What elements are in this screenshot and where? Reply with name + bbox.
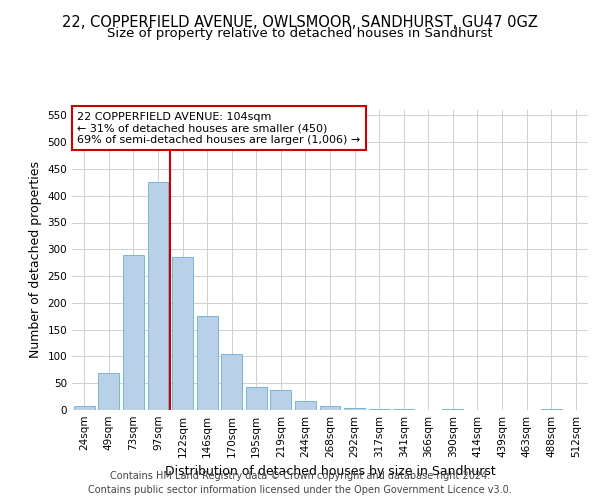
Bar bbox=[148, 182, 169, 410]
Bar bbox=[271, 390, 292, 410]
Text: Contains HM Land Registry data © Crown copyright and database right 2024.
Contai: Contains HM Land Registry data © Crown c… bbox=[88, 471, 512, 495]
Text: 22, COPPERFIELD AVENUE, OWLSMOOR, SANDHURST, GU47 0GZ: 22, COPPERFIELD AVENUE, OWLSMOOR, SANDHU… bbox=[62, 15, 538, 30]
Y-axis label: Number of detached properties: Number of detached properties bbox=[29, 162, 42, 358]
Text: Size of property relative to detached houses in Sandhurst: Size of property relative to detached ho… bbox=[107, 28, 493, 40]
Bar bbox=[295, 402, 316, 410]
Bar bbox=[123, 254, 144, 410]
Bar bbox=[221, 354, 242, 410]
Bar bbox=[344, 408, 365, 410]
Bar bbox=[98, 372, 119, 410]
Bar bbox=[368, 409, 389, 410]
Text: 22 COPPERFIELD AVENUE: 104sqm
← 31% of detached houses are smaller (450)
69% of : 22 COPPERFIELD AVENUE: 104sqm ← 31% of d… bbox=[77, 112, 361, 144]
Bar bbox=[74, 406, 95, 410]
Bar bbox=[172, 258, 193, 410]
Bar bbox=[442, 409, 463, 410]
X-axis label: Distribution of detached houses by size in Sandhurst: Distribution of detached houses by size … bbox=[164, 466, 496, 478]
Bar bbox=[197, 316, 218, 410]
Bar bbox=[246, 387, 267, 410]
Bar bbox=[541, 409, 562, 410]
Bar bbox=[320, 406, 340, 410]
